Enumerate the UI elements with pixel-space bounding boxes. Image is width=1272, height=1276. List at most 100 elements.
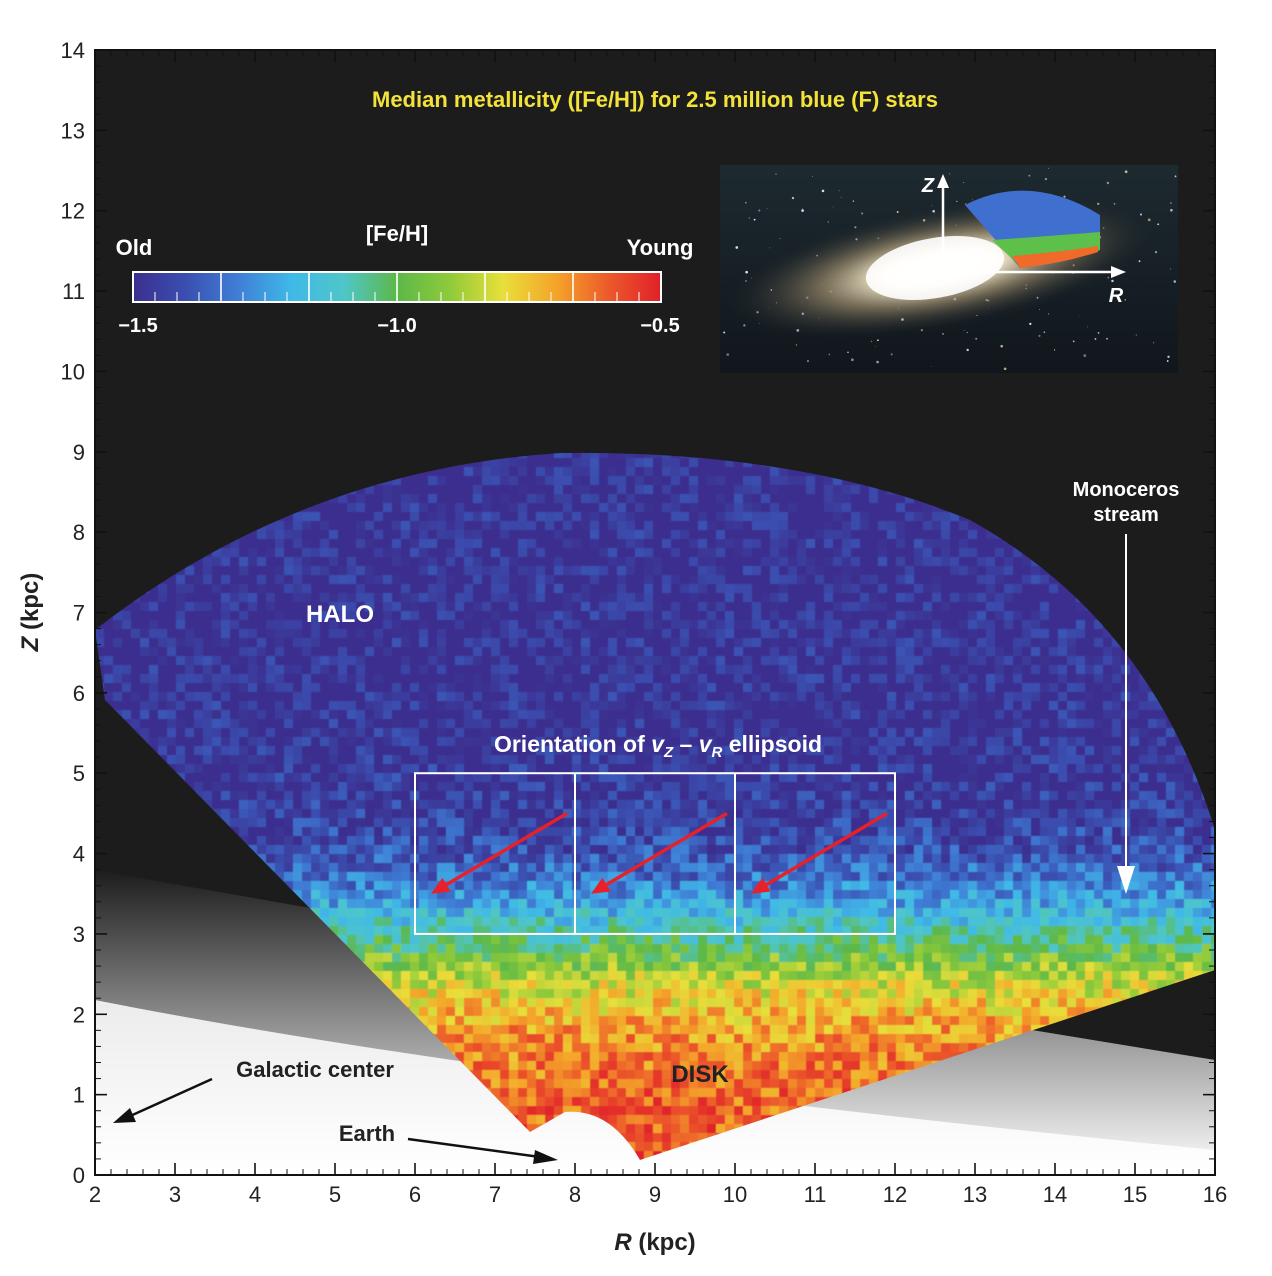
metallicity-cell <box>365 602 375 612</box>
metallicity-cell <box>347 719 357 729</box>
metallicity-cell <box>581 647 591 657</box>
metallicity-cell <box>878 746 888 756</box>
metallicity-cell <box>680 584 690 594</box>
metallicity-cell <box>545 665 555 675</box>
metallicity-cell <box>392 737 402 747</box>
metallicity-cell <box>788 683 798 693</box>
metallicity-cell <box>905 764 915 774</box>
metallicity-cell <box>599 584 609 594</box>
metallicity-cell <box>545 719 555 729</box>
metallicity-cell <box>257 566 267 576</box>
metallicity-cell <box>626 791 636 801</box>
metallicity-cell <box>1058 764 1068 774</box>
metallicity-cell <box>914 773 924 783</box>
metallicity-cell <box>797 656 807 666</box>
metallicity-cell <box>644 512 654 522</box>
metallicity-cell <box>914 611 924 621</box>
metallicity-cell <box>878 773 888 783</box>
metallicity-cell <box>491 656 501 666</box>
metallicity-cell <box>626 755 636 765</box>
metallicity-cell <box>761 782 771 792</box>
metallicity-cell <box>941 773 951 783</box>
metallicity-cell <box>563 764 573 774</box>
metallicity-cell <box>230 566 240 576</box>
metallicity-cell <box>1004 629 1014 639</box>
metallicity-cell <box>518 737 528 747</box>
metallicity-cell <box>707 584 717 594</box>
metallicity-cell <box>500 593 510 603</box>
metallicity-cell <box>392 701 402 711</box>
metallicity-cell <box>932 512 942 522</box>
metallicity-cell <box>1112 755 1122 765</box>
metallicity-cell <box>824 539 834 549</box>
metallicity-cell <box>320 701 330 711</box>
metallicity-cell <box>446 539 456 549</box>
metallicity-cell <box>770 656 780 666</box>
metallicity-cell <box>554 620 564 630</box>
metallicity-cell <box>518 764 528 774</box>
metallicity-cell <box>941 656 951 666</box>
metallicity-cell <box>788 719 798 729</box>
metallicity-cell <box>869 755 879 765</box>
metallicity-cell <box>203 602 213 612</box>
metallicity-cell <box>1040 629 1050 639</box>
metallicity-cell <box>842 584 852 594</box>
metallicity-cell <box>833 521 843 531</box>
metallicity-cell <box>968 602 978 612</box>
metallicity-cell <box>563 458 573 468</box>
metallicity-cell <box>212 782 222 792</box>
metallicity-cell <box>896 701 906 711</box>
metallicity-cell <box>1049 692 1059 702</box>
metallicity-cell <box>716 656 726 666</box>
metallicity-cell <box>851 719 861 729</box>
metallicity-cell <box>806 566 816 576</box>
metallicity-cell <box>230 674 240 684</box>
metallicity-cell <box>428 728 438 738</box>
metallicity-cell <box>419 530 429 540</box>
metallicity-cell <box>707 692 717 702</box>
metallicity-cell <box>266 656 276 666</box>
metallicity-cell <box>473 719 483 729</box>
metallicity-cell <box>275 692 285 702</box>
metallicity-cell <box>662 755 672 765</box>
metallicity-cell <box>1058 728 1068 738</box>
metallicity-cell <box>833 728 843 738</box>
metallicity-cell <box>221 710 231 720</box>
metallicity-cell <box>122 692 132 702</box>
metallicity-cell <box>338 764 348 774</box>
metallicity-cell <box>401 701 411 711</box>
metallicity-cell <box>419 665 429 675</box>
metallicity-cell <box>617 746 627 756</box>
metallicity-cell <box>752 530 762 540</box>
metallicity-cell <box>167 584 177 594</box>
metallicity-cell <box>986 620 996 630</box>
metallicity-cell <box>1058 620 1068 630</box>
metallicity-cell <box>365 548 375 558</box>
metallicity-cell <box>824 674 834 684</box>
metallicity-cell <box>977 566 987 576</box>
metallicity-cell <box>644 539 654 549</box>
metallicity-cell <box>671 791 681 801</box>
metallicity-cell <box>806 593 816 603</box>
metallicity-cell <box>464 476 474 486</box>
metallicity-cell <box>509 773 519 783</box>
metallicity-cell <box>563 512 573 522</box>
metallicity-cell <box>689 665 699 675</box>
metallicity-cell <box>275 602 285 612</box>
metallicity-cell <box>1049 593 1059 603</box>
metallicity-cell <box>491 593 501 603</box>
metallicity-cell <box>410 521 420 531</box>
metallicity-cell <box>230 575 240 585</box>
metallicity-cell <box>1013 647 1023 657</box>
metallicity-cell <box>311 557 321 567</box>
metallicity-cell <box>797 638 807 648</box>
metallicity-cell <box>959 638 969 648</box>
metallicity-cell <box>131 665 141 675</box>
metallicity-cell <box>131 620 141 630</box>
metallicity-cell <box>284 710 294 720</box>
metallicity-cell <box>149 602 159 612</box>
metallicity-cell <box>617 620 627 630</box>
metallicity-cell <box>437 557 447 567</box>
metallicity-cell <box>1022 575 1032 585</box>
metallicity-cell <box>878 683 888 693</box>
